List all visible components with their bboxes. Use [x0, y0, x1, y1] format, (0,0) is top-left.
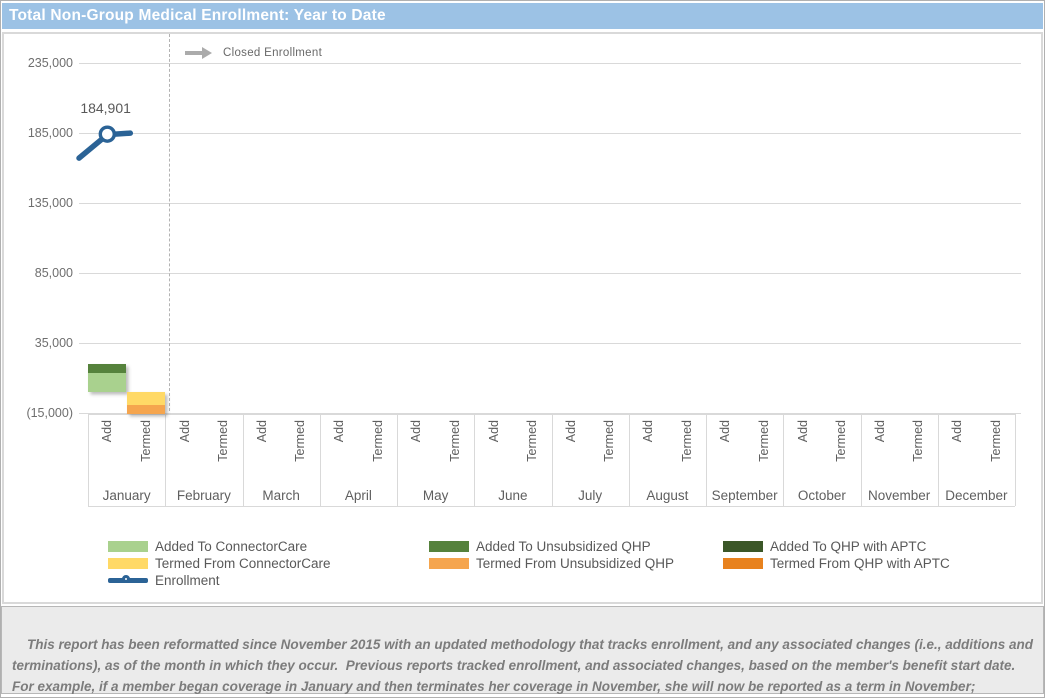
legend-label: Termed From Unsubsidized QHP	[476, 556, 675, 571]
legend-label: Termed From ConnectorCare	[155, 556, 331, 571]
legend-item: Added To ConnectorCare	[108, 538, 331, 555]
closed-enrollment-label: Closed Enrollment	[223, 47, 323, 59]
report-footnote: This report has been reformatted since N…	[1, 606, 1044, 694]
closed-enrollment-annotation: Closed Enrollment	[184, 45, 322, 61]
legend-item: Added To QHP with APTC	[723, 538, 950, 555]
legend-swatch	[108, 541, 148, 552]
legend-item: Termed From QHP with APTC	[723, 555, 950, 572]
right-arrow-icon	[185, 47, 212, 59]
legend-label: Enrollment	[155, 573, 220, 588]
legend-swatch	[723, 541, 763, 552]
legend-swatch	[108, 558, 148, 569]
legend-item: Enrollment	[108, 572, 331, 589]
legend-swatch	[723, 558, 763, 569]
legend-label: Termed From QHP with APTC	[770, 556, 950, 571]
footnote-text: This report has been reformatted since N…	[12, 637, 1034, 694]
legend-column: Added To Unsubsidized QHP Termed From Uns…	[429, 538, 674, 572]
legend-item: Termed From Unsubsidized QHP	[429, 555, 674, 572]
legend-column: Added To QHP with APTC Termed From QHP wi…	[723, 538, 950, 572]
legend-item: Added To Unsubsidized QHP	[429, 538, 674, 555]
legend-label: Added To Unsubsidized QHP	[476, 539, 651, 554]
legend-label: Added To QHP with APTC	[770, 539, 927, 554]
report-title: Total Non-Group Medical Enrollment: Year…	[9, 7, 386, 24]
enrollment-marker-icon	[122, 574, 130, 583]
enrollment-chart-frame	[2, 32, 1043, 604]
legend-item: Termed From ConnectorCare	[108, 555, 331, 572]
legend-column: Added To ConnectorCare Termed From Connec…	[108, 538, 331, 589]
report-title-bar: Total Non-Group Medical Enrollment: Year…	[2, 3, 1043, 29]
legend-line-swatch	[108, 574, 148, 583]
legend-label: Added To ConnectorCare	[155, 539, 308, 554]
legend-swatch	[429, 541, 469, 552]
legend-swatch	[429, 558, 469, 569]
